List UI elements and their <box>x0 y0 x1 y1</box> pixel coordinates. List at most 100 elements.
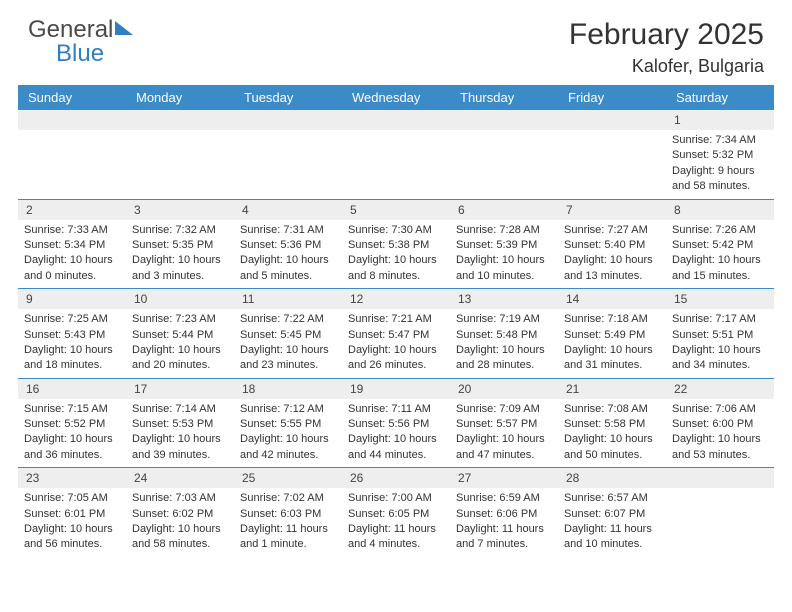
week-row: 9 Sunrise: 7:25 AMSunset: 5:43 PM Daylight… <box>18 288 774 378</box>
day-number: 3 <box>126 200 234 220</box>
sunrise-text: Sunrise: 7:21 AM <box>348 312 444 327</box>
sunrise-text: Sunrise: 7:02 AM <box>240 491 336 506</box>
calendar: SundayMondayTuesdayWednesdayThursdayFrid… <box>0 85 792 557</box>
logo-text-wrapper: General Blue <box>28 18 135 66</box>
daylight-text: Daylight: 10 hours and 56 minutes. <box>24 522 120 553</box>
day-number: 20 <box>450 379 558 399</box>
day-body: Sunrise: 7:23 AMSunset: 5:44 PMDaylight:… <box>126 309 234 378</box>
day-cell: 11Sunrise: 7:22 AMSunset: 5:45 PMDayligh… <box>234 289 342 378</box>
day-cell: 9Sunrise: 7:25 AMSunset: 5:43 PMDaylight… <box>18 289 126 378</box>
day-number: 27 <box>450 468 558 488</box>
day-cell: . <box>126 110 234 199</box>
daylight-text: Daylight: 10 hours and 36 minutes. <box>24 432 120 463</box>
sunset-text: Sunset: 5:55 PM <box>240 417 336 432</box>
day-cell: 8Sunrise: 7:26 AMSunset: 5:42 PMDaylight… <box>666 200 774 289</box>
sunrise-text: Sunrise: 7:31 AM <box>240 223 336 238</box>
daylight-text: Daylight: 10 hours and 13 minutes. <box>564 253 660 284</box>
sunset-text: Sunset: 5:43 PM <box>24 328 120 343</box>
day-number: 11 <box>234 289 342 309</box>
daylight-text: Daylight: 10 hours and 20 minutes. <box>132 343 228 374</box>
sunrise-text: Sunrise: 7:00 AM <box>348 491 444 506</box>
sunrise-text: Sunrise: 7:06 AM <box>672 402 768 417</box>
day-body: Sunrise: 7:33 AMSunset: 5:34 PMDaylight:… <box>18 220 126 289</box>
day-header: Saturday <box>666 85 774 110</box>
sunrise-text: Sunrise: 7:30 AM <box>348 223 444 238</box>
day-number: 19 <box>342 379 450 399</box>
sunset-text: Sunset: 5:44 PM <box>132 328 228 343</box>
sunrise-text: Sunrise: 7:32 AM <box>132 223 228 238</box>
day-header: Tuesday <box>234 85 342 110</box>
day-cell: . <box>18 110 126 199</box>
day-body: Sunrise: 7:12 AMSunset: 5:55 PMDaylight:… <box>234 399 342 468</box>
day-body: Sunrise: 7:27 AMSunset: 5:40 PMDaylight:… <box>558 220 666 289</box>
month-title: February 2025 <box>569 18 764 52</box>
day-body: Sunrise: 7:05 AMSunset: 6:01 PMDaylight:… <box>18 488 126 557</box>
daylight-text: Daylight: 10 hours and 15 minutes. <box>672 253 768 284</box>
sunset-text: Sunset: 5:32 PM <box>672 148 768 163</box>
sunset-text: Sunset: 5:42 PM <box>672 238 768 253</box>
daylight-text: Daylight: 10 hours and 23 minutes. <box>240 343 336 374</box>
day-number: 9 <box>18 289 126 309</box>
daylight-text: Daylight: 10 hours and 34 minutes. <box>672 343 768 374</box>
sunset-text: Sunset: 5:47 PM <box>348 328 444 343</box>
daylight-text: Daylight: 10 hours and 31 minutes. <box>564 343 660 374</box>
day-body: Sunrise: 6:59 AMSunset: 6:06 PMDaylight:… <box>450 488 558 557</box>
sunset-text: Sunset: 5:53 PM <box>132 417 228 432</box>
sunset-text: Sunset: 6:05 PM <box>348 507 444 522</box>
day-cell: 27Sunrise: 6:59 AMSunset: 6:06 PMDayligh… <box>450 468 558 557</box>
day-number: 28 <box>558 468 666 488</box>
week-row: 2Sunrise: 7:33 AMSunset: 5:34 PMDaylight… <box>18 199 774 289</box>
day-number: 7 <box>558 200 666 220</box>
location-text: Kalofer, Bulgaria <box>569 56 764 77</box>
sunrise-text: Sunrise: 7:25 AM <box>24 312 120 327</box>
day-number: 17 <box>126 379 234 399</box>
day-number: . <box>342 110 450 130</box>
daylight-text: Daylight: 10 hours and 44 minutes. <box>348 432 444 463</box>
sunrise-text: Sunrise: 7:12 AM <box>240 402 336 417</box>
sunrise-text: Sunrise: 7:33 AM <box>24 223 120 238</box>
day-header: Wednesday <box>342 85 450 110</box>
day-number: 2 <box>18 200 126 220</box>
sunrise-text: Sunrise: 7:15 AM <box>24 402 120 417</box>
day-cell: 6Sunrise: 7:28 AMSunset: 5:39 PMDaylight… <box>450 200 558 289</box>
sunset-text: Sunset: 5:49 PM <box>564 328 660 343</box>
day-number: 10 <box>126 289 234 309</box>
sunset-text: Sunset: 6:02 PM <box>132 507 228 522</box>
sunrise-text: Sunrise: 7:08 AM <box>564 402 660 417</box>
sunrise-text: Sunrise: 6:57 AM <box>564 491 660 506</box>
daylight-text: Daylight: 10 hours and 3 minutes. <box>132 253 228 284</box>
day-number: 12 <box>342 289 450 309</box>
day-cell: 24Sunrise: 7:03 AMSunset: 6:02 PMDayligh… <box>126 468 234 557</box>
day-cell: . <box>450 110 558 199</box>
sunset-text: Sunset: 5:35 PM <box>132 238 228 253</box>
day-body: Sunrise: 7:02 AMSunset: 6:03 PMDaylight:… <box>234 488 342 557</box>
day-cell: 16Sunrise: 7:15 AMSunset: 5:52 PMDayligh… <box>18 379 126 468</box>
day-cell: 26Sunrise: 7:00 AMSunset: 6:05 PMDayligh… <box>342 468 450 557</box>
daylight-text: Daylight: 10 hours and 39 minutes. <box>132 432 228 463</box>
sunset-text: Sunset: 5:45 PM <box>240 328 336 343</box>
title-block: February 2025 Kalofer, Bulgaria <box>569 18 764 77</box>
day-number: . <box>450 110 558 130</box>
sunset-text: Sunset: 5:39 PM <box>456 238 552 253</box>
day-number: 14 <box>558 289 666 309</box>
day-body: Sunrise: 7:08 AMSunset: 5:58 PMDaylight:… <box>558 399 666 468</box>
daylight-text: Daylight: 10 hours and 53 minutes. <box>672 432 768 463</box>
weeks-grid: ......1Sunrise: 7:34 AMSunset: 5:32 PMDa… <box>18 110 774 557</box>
sunrise-text: Sunrise: 7:17 AM <box>672 312 768 327</box>
day-body: Sunrise: 7:28 AMSunset: 5:39 PMDaylight:… <box>450 220 558 289</box>
day-cell: 4Sunrise: 7:31 AMSunset: 5:36 PMDaylight… <box>234 200 342 289</box>
daylight-text: Daylight: 11 hours and 7 minutes. <box>456 522 552 553</box>
day-body: Sunrise: 7:17 AMSunset: 5:51 PMDaylight:… <box>666 309 774 378</box>
day-number: 6 <box>450 200 558 220</box>
day-number: . <box>18 110 126 130</box>
sunset-text: Sunset: 5:36 PM <box>240 238 336 253</box>
day-number: 13 <box>450 289 558 309</box>
logo-text-blue: Blue <box>56 40 104 67</box>
week-row: 23Sunrise: 7:05 AMSunset: 6:01 PMDayligh… <box>18 467 774 557</box>
day-body: Sunrise: 7:26 AMSunset: 5:42 PMDaylight:… <box>666 220 774 289</box>
day-cell: 10Sunrise: 7:23 AMSunset: 5:44 PMDayligh… <box>126 289 234 378</box>
day-cell: 23Sunrise: 7:05 AMSunset: 6:01 PMDayligh… <box>18 468 126 557</box>
daylight-text: Daylight: 10 hours and 58 minutes. <box>132 522 228 553</box>
day-body: Sunrise: 7:21 AMSunset: 5:47 PMDaylight:… <box>342 309 450 378</box>
day-body: Sunrise: 7:18 AMSunset: 5:49 PMDaylight:… <box>558 309 666 378</box>
